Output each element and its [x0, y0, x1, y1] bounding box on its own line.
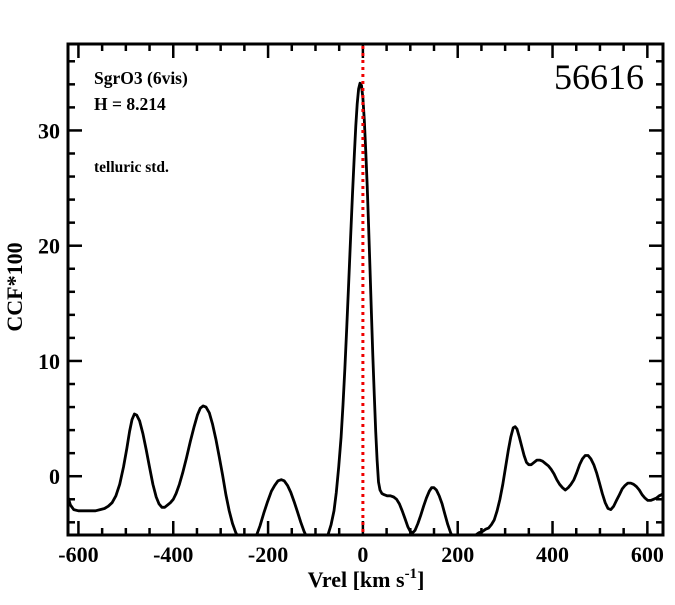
x-tick-label: 600 [631, 542, 664, 567]
y-axis-title: CCF*100 [2, 242, 27, 331]
telluric-note: telluric std. [94, 159, 169, 176]
x-axis-title-superscript: -1 [405, 566, 418, 582]
y-tick-label: 0 [49, 464, 60, 489]
x-tick-label: 400 [536, 542, 569, 567]
h-magnitude-label: H = 8.214 [94, 94, 166, 114]
x-tick-label: -400 [153, 542, 193, 567]
ccf-curve [68, 81, 663, 535]
x-tick-label: -200 [248, 542, 288, 567]
target-name-label: SgrO3 (6vis) [94, 68, 188, 88]
y-tick-label: 20 [38, 234, 60, 259]
x-axis-title: Vrel [km s-1] [308, 566, 425, 592]
x-tick-label: 200 [441, 542, 474, 567]
x-tick-label: 0 [357, 542, 368, 567]
plot-box [66, 42, 665, 537]
y-tick-label: 30 [38, 118, 60, 143]
y-tick-label: 10 [38, 349, 60, 374]
x-axis-title-suffix: ] [417, 567, 424, 592]
epoch-label: 56616 [554, 57, 644, 97]
plot-render-layer: -600 -400 -200 0 200 400 600 0 10 20 30 [38, 42, 665, 567]
x-axis-title-main: Vrel [km s [308, 567, 405, 592]
x-tick-label: -600 [58, 542, 98, 567]
